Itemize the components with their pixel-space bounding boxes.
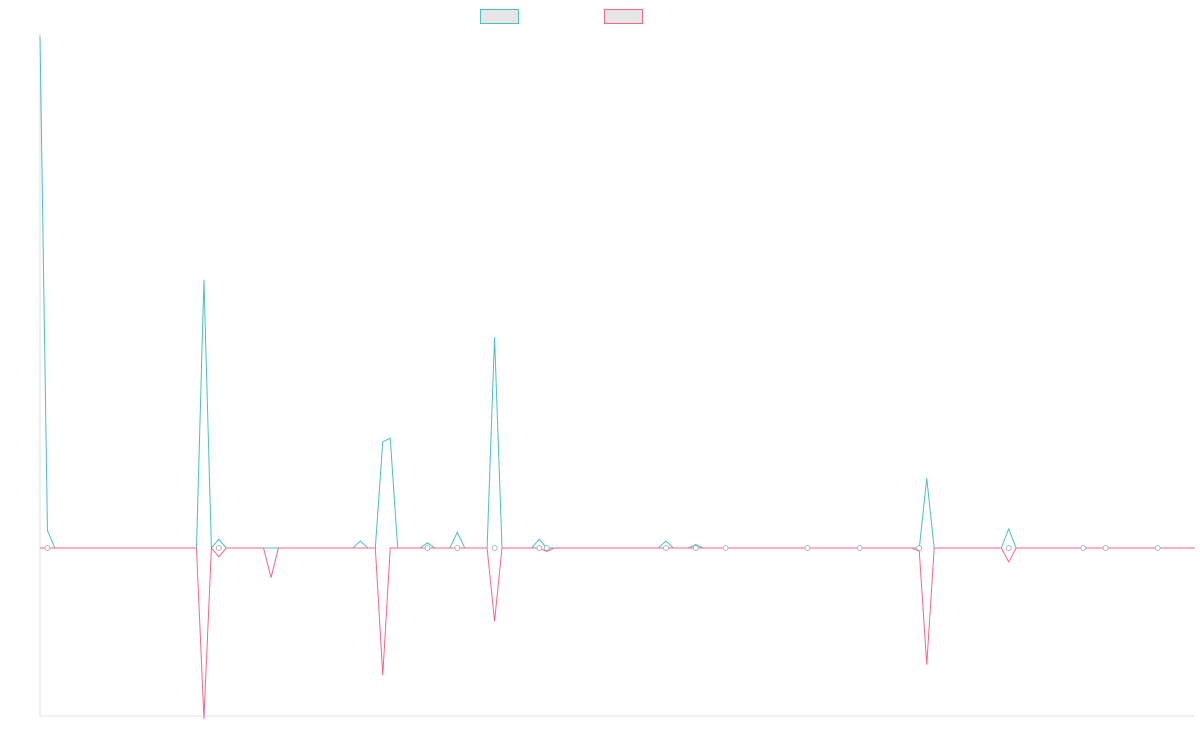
series-line-1 [39,35,1195,550]
chart-series [39,35,1195,719]
legend-swatch-series-2[interactable] [604,9,643,24]
data-point-marker [536,545,543,551]
data-point-marker [454,545,461,551]
data-point-marker [215,545,222,551]
axis-lines [39,34,1195,717]
data-point-marker [804,545,811,551]
data-point-marker [663,545,669,551]
data-point-marker [1102,545,1109,551]
data-point-marker [424,545,431,551]
data-point-marker [1080,545,1087,551]
data-point-marker [916,545,923,551]
data-point-marker [1154,545,1161,551]
legend-swatch-series-1[interactable] [480,9,519,24]
data-point-marker [44,545,51,551]
chart-markers [44,545,1161,551]
data-point-marker [856,545,863,551]
data-point-marker [692,545,699,551]
data-point-marker [491,545,498,551]
data-point-marker [543,545,550,551]
chart-axes [39,34,1195,717]
series-line-2 [40,546,1195,719]
data-point-marker [722,545,729,551]
data-point-marker [1005,545,1012,551]
